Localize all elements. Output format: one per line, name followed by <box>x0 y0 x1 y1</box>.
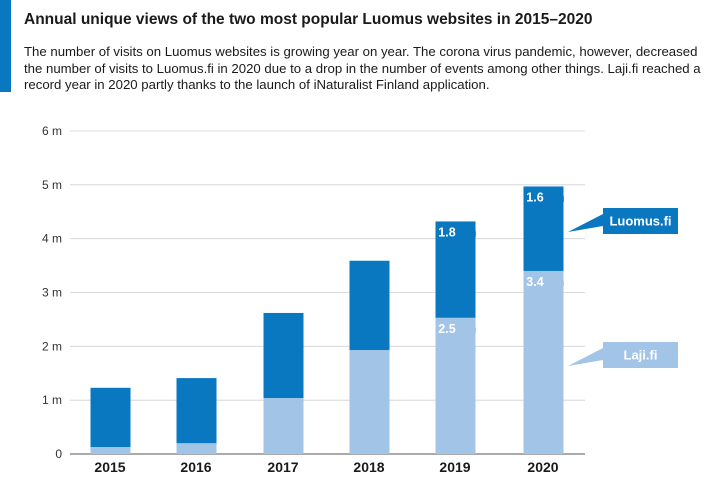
bar-laji-fi <box>435 317 476 454</box>
data-label-value: 1.8 <box>438 225 455 239</box>
data-label-unit: m <box>553 190 564 204</box>
bar-luomus-fi <box>263 312 304 399</box>
legend-box <box>603 342 678 368</box>
legend-pointer <box>568 348 603 366</box>
bars <box>90 186 564 454</box>
data-label-unit: m <box>465 322 476 336</box>
bar-luomus-fi <box>523 186 564 271</box>
bar-laji-fi <box>176 443 217 454</box>
data-label-unit: m <box>553 275 564 289</box>
legend-luomus-fi: Luomus.fi <box>568 208 678 234</box>
y-tick-label: 3 m <box>42 286 62 300</box>
x-tick-label: 2019 <box>439 459 470 475</box>
y-tick-label: 1 m <box>42 393 62 407</box>
bar-luomus-fi <box>90 387 131 448</box>
bar-laji-fi <box>349 350 390 454</box>
grid: 0 1 m 2 m 3 m 4 m 5 m 6 m 2015 2016 2017 2018 2019 2… <box>42 124 585 475</box>
accent-bar <box>0 0 11 92</box>
bar-laji-fi <box>263 398 304 454</box>
legend-label: Laji.fi <box>624 348 658 363</box>
legend-box <box>603 208 678 234</box>
x-tick-label: 2015 <box>94 459 125 475</box>
y-tick-label: 4 m <box>42 232 62 246</box>
bar-luomus-fi <box>349 260 390 351</box>
legend-pointer <box>568 214 603 232</box>
data-label-value: 2.5 <box>438 322 455 336</box>
bar-luomus-fi <box>435 221 476 318</box>
bar-luomus-fi <box>176 378 217 444</box>
y-tick-label: 5 m <box>42 178 62 192</box>
x-tick-label: 2017 <box>267 459 298 475</box>
x-tick-label: 2018 <box>353 459 384 475</box>
chart-title: Annual unique views of the two most popu… <box>24 11 593 28</box>
bar-laji-fi <box>523 270 564 454</box>
y-tick-label: 2 m <box>42 339 62 353</box>
legend: Luomus.fi Laji.fi <box>568 208 678 368</box>
chart-subtitle: The number of visits on Luomus websites … <box>24 44 701 92</box>
legend-laji-fi: Laji.fi <box>568 342 678 368</box>
x-tick-label: 2020 <box>527 459 558 475</box>
y-tick-label: 6 m <box>42 124 62 138</box>
y-tick-label: 0 <box>55 447 62 461</box>
data-label-value: 3.4 <box>526 275 543 289</box>
data-labels: 2.5 m 3.4 m 1.8 m 1.6 m <box>438 190 564 335</box>
bar-laji-fi <box>90 447 131 454</box>
legend-label: Luomus.fi <box>609 214 671 229</box>
data-label-value: 1.6 <box>526 190 543 204</box>
x-tick-label: 2016 <box>180 459 211 475</box>
data-label-unit: m <box>465 225 476 239</box>
